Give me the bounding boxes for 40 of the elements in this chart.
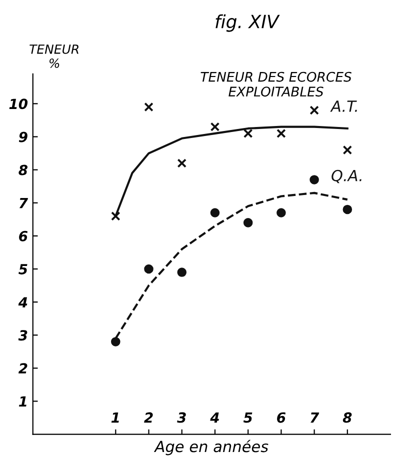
y-axis-title: TENEUR % (30, 44, 78, 68)
y-tick-label: 2 (18, 363, 28, 374)
point (210, 208, 220, 218)
point (243, 128, 253, 138)
point (177, 158, 187, 168)
y-tick-label: 4 (18, 297, 28, 308)
y-tick-label: 8 (18, 164, 28, 176)
x-tick-label: 2 (144, 412, 153, 423)
x-tick-label: 7 (310, 412, 320, 423)
point (177, 268, 187, 277)
point (243, 218, 253, 228)
point (342, 204, 352, 214)
x-axis-title: Age en années (154, 440, 268, 456)
point (111, 337, 120, 346)
series-label: A.T. (330, 100, 357, 112)
y-tick-label: 6 (19, 230, 28, 242)
series-label: Q.A. (332, 170, 362, 184)
y-tick-label: 9 (18, 132, 28, 142)
y-tick-label: 5 (18, 264, 28, 274)
y-tick-label: 1 (18, 396, 26, 406)
x-tick-label: 6 (277, 412, 286, 423)
y-tick-label: 10 (9, 98, 28, 110)
point (310, 175, 319, 184)
point (276, 208, 286, 218)
chart-subtitle: TENEUR DES ECORCES EXPLOITABLES (200, 72, 352, 97)
x-tick-label: 3 (177, 412, 186, 423)
y-tick-label: 7 (19, 198, 28, 208)
x-tick-label: 5 (243, 412, 252, 423)
point (342, 145, 352, 155)
chart-title: fig. XIV (216, 14, 280, 32)
y-tick-label: 3 (18, 330, 28, 341)
point (144, 102, 154, 112)
point (144, 264, 154, 274)
point (310, 106, 319, 115)
x-tick-label: 8 (342, 412, 352, 423)
point (276, 128, 286, 138)
x-tick-label: 4 (210, 412, 219, 423)
point (111, 211, 120, 221)
point (210, 122, 220, 132)
x-tick-label: 1 (111, 412, 119, 423)
